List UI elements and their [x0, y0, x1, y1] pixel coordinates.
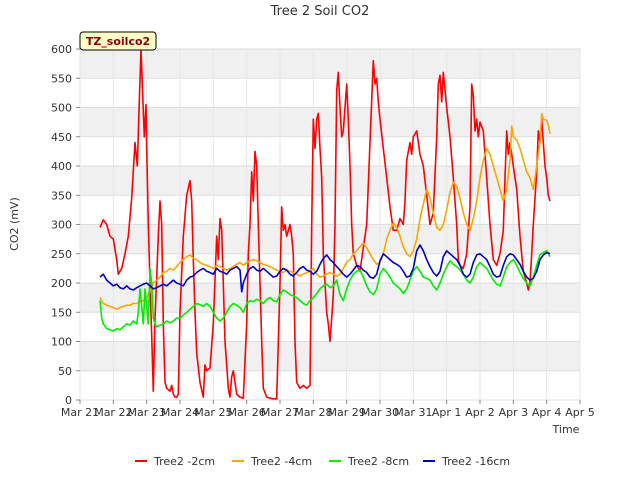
- badge-text: TZ_soilco2: [86, 35, 150, 48]
- y-tick-label: 350: [51, 189, 72, 202]
- y-tick-label: 200: [51, 277, 72, 290]
- x-tick-label: Mar 22: [94, 406, 132, 419]
- y-tick-label: 600: [51, 43, 72, 56]
- y-tick-label: 50: [58, 365, 72, 378]
- grid-band: [80, 49, 580, 79]
- x-tick-label: Mar 24: [161, 406, 199, 419]
- x-tick-label: Apr 3: [499, 406, 529, 419]
- x-axis-label: Time: [552, 423, 580, 436]
- x-tick-label: Mar 26: [228, 406, 266, 419]
- y-axis-ticks: 0 50 100 150 200 250 300 350 400 450 500 550 600: [51, 43, 80, 407]
- grid-band: [80, 166, 580, 196]
- y-tick-label: 0: [65, 394, 72, 407]
- chart-title: Tree 2 Soil CO2: [270, 4, 370, 19]
- legend: Tree2 -2cm Tree2 -4cm Tree2 -8cm Tree2 -16c…: [135, 455, 510, 468]
- legend-label-2: Tree2 -4cm: [250, 455, 312, 468]
- series-badge: TZ_soilco2: [79, 31, 157, 51]
- y-tick-label: 500: [51, 102, 72, 115]
- grid-band: [80, 107, 580, 137]
- x-tick-label: Apr 2: [465, 406, 495, 419]
- y-tick-label: 300: [51, 219, 72, 232]
- x-tick-label: Apr 1: [432, 406, 462, 419]
- legend-label-1: Tree2 -2cm: [153, 455, 215, 468]
- y-tick-label: 450: [51, 131, 72, 144]
- x-tick-label: Mar 29: [328, 406, 366, 419]
- x-tick-label: Mar 30: [361, 406, 399, 419]
- grid-band: [80, 224, 580, 254]
- series-line-2: [99, 112, 551, 311]
- x-tick-label: Mar 27: [261, 406, 299, 419]
- x-tick-label: Apr 5: [565, 406, 595, 419]
- y-tick-label: 150: [51, 306, 72, 319]
- x-tick-label: Mar 31: [394, 406, 432, 419]
- x-tick-label: Apr 4: [532, 406, 562, 419]
- y-tick-label: 400: [51, 160, 72, 173]
- x-tick-label: Mar 25: [194, 406, 232, 419]
- series-line-3: [99, 250, 551, 332]
- legend-label-3: Tree2 -8cm: [347, 455, 409, 468]
- badge-box: [79, 31, 157, 51]
- x-tick-label: Mar 23: [128, 406, 166, 419]
- legend-label-4: Tree2 -16cm: [441, 455, 510, 468]
- x-tick-label: Mar 21: [61, 406, 99, 419]
- y-tick-label: 550: [51, 72, 72, 85]
- y-tick-label: 100: [51, 336, 72, 349]
- series-line-1: [99, 48, 551, 400]
- y-axis-label: CO2 (mV): [8, 197, 21, 251]
- x-tick-label: Mar 28: [294, 406, 332, 419]
- y-tick-label: 250: [51, 248, 72, 261]
- series-lines: [99, 48, 551, 400]
- series-line-4: [99, 244, 551, 293]
